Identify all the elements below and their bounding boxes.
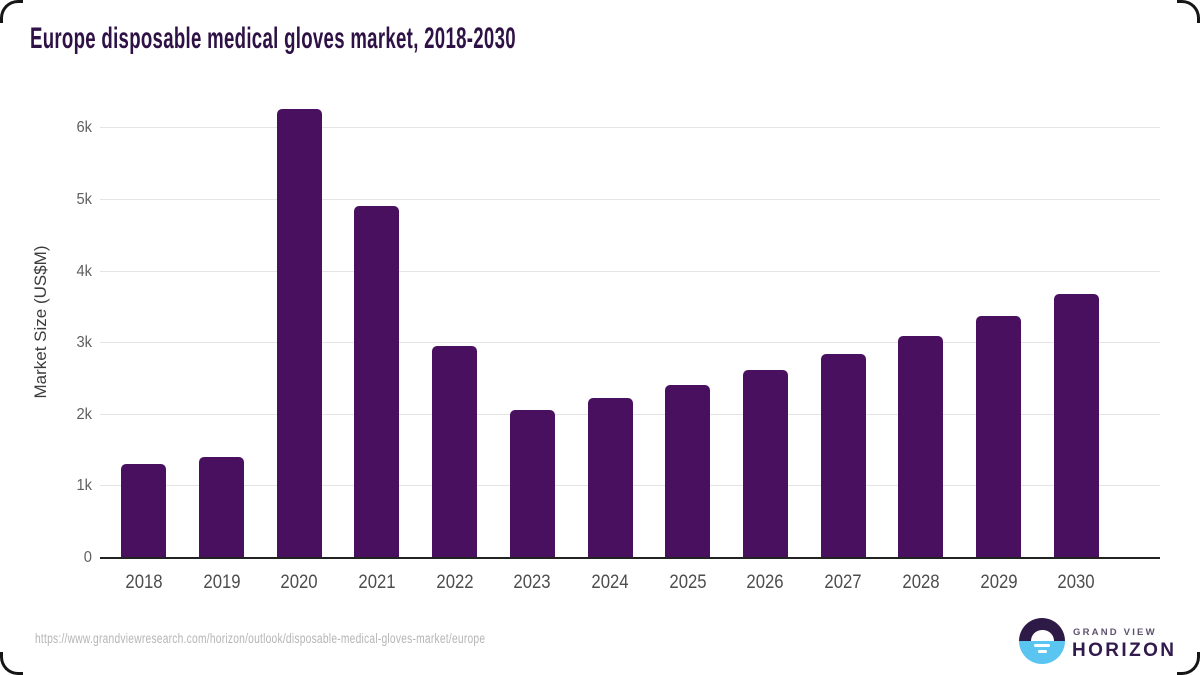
y-tick-label-4k: 4k: [76, 262, 92, 280]
x-tick-label-2021: 2021: [358, 572, 396, 593]
y-axis-title: Market Size (US$M): [31, 245, 50, 399]
bar-2021: [354, 206, 400, 557]
bar-2028: [898, 335, 944, 557]
x-tick-label-2026: 2026: [746, 572, 785, 593]
x-tick-label-2022: 2022: [436, 572, 474, 593]
sun-reflection-line: [1037, 649, 1047, 653]
gridline-4k: [100, 270, 1160, 272]
x-axis-line: [100, 557, 1160, 559]
source-url: https://www.grandviewresearch.com/horizo…: [35, 631, 486, 646]
y-tick-label-0: 0: [83, 549, 92, 566]
x-tick-label-2020: 2020: [280, 572, 318, 593]
logo-text-grand-view: GRAND VIEW: [1073, 627, 1157, 638]
gridline-3k: [100, 342, 1160, 344]
bar-2025: [665, 385, 711, 557]
x-tick-label-2030: 2030: [1057, 572, 1095, 593]
chart-title: Europe disposable medical gloves market,…: [30, 22, 516, 55]
y-tick-label-2k: 2k: [76, 405, 92, 423]
x-tick-label-2025: 2025: [669, 572, 707, 593]
card-corner-decoration: [0, 652, 23, 675]
gridline-5k: [100, 198, 1160, 200]
bar-2029: [976, 315, 1022, 557]
x-tick-label-2028: 2028: [902, 572, 940, 593]
grand-view-horizon-logo: GRAND VIEW HORIZON: [1019, 618, 1179, 666]
x-tick-label-2027: 2027: [824, 572, 862, 593]
x-tick-label-2029: 2029: [979, 572, 1018, 593]
plot-area: 0 1k 2k 3k 4k 5k 6k 2018 2019 2020 2021 2022 2023 202…: [76, 94, 1160, 593]
sun-reflection-line: [1034, 643, 1050, 647]
bar-2020: [276, 109, 322, 557]
x-tick-label-2023: 2023: [513, 572, 551, 593]
y-tick-label-1k: 1k: [76, 477, 92, 495]
logo-text-horizon: HORIZON: [1072, 640, 1177, 661]
x-tick-label-2018: 2018: [125, 572, 163, 593]
bar-2030: [1053, 294, 1099, 557]
bar-2018: [121, 463, 167, 557]
bar-2022: [432, 346, 478, 557]
bar-2019: [199, 456, 245, 557]
card-corner-decoration: [1177, 0, 1200, 23]
gridline-6k: [100, 127, 1160, 129]
bar-2023: [509, 409, 555, 557]
y-tick-label-5k: 5k: [76, 190, 92, 208]
sun-dome-shape: [1030, 630, 1054, 641]
bar-2027: [820, 353, 866, 557]
x-tick-label-2019: 2019: [202, 572, 241, 593]
y-tick-label-3k: 3k: [76, 334, 92, 352]
bar-2026: [742, 370, 788, 557]
horizon-sun-logo-icon: [1019, 618, 1065, 664]
bar-2024: [587, 398, 633, 557]
card-corner-decoration: [0, 0, 23, 23]
card-corner-decoration: [1177, 652, 1200, 675]
x-tick-label-2024: 2024: [591, 572, 629, 593]
y-tick-label-6k: 6k: [76, 119, 92, 137]
